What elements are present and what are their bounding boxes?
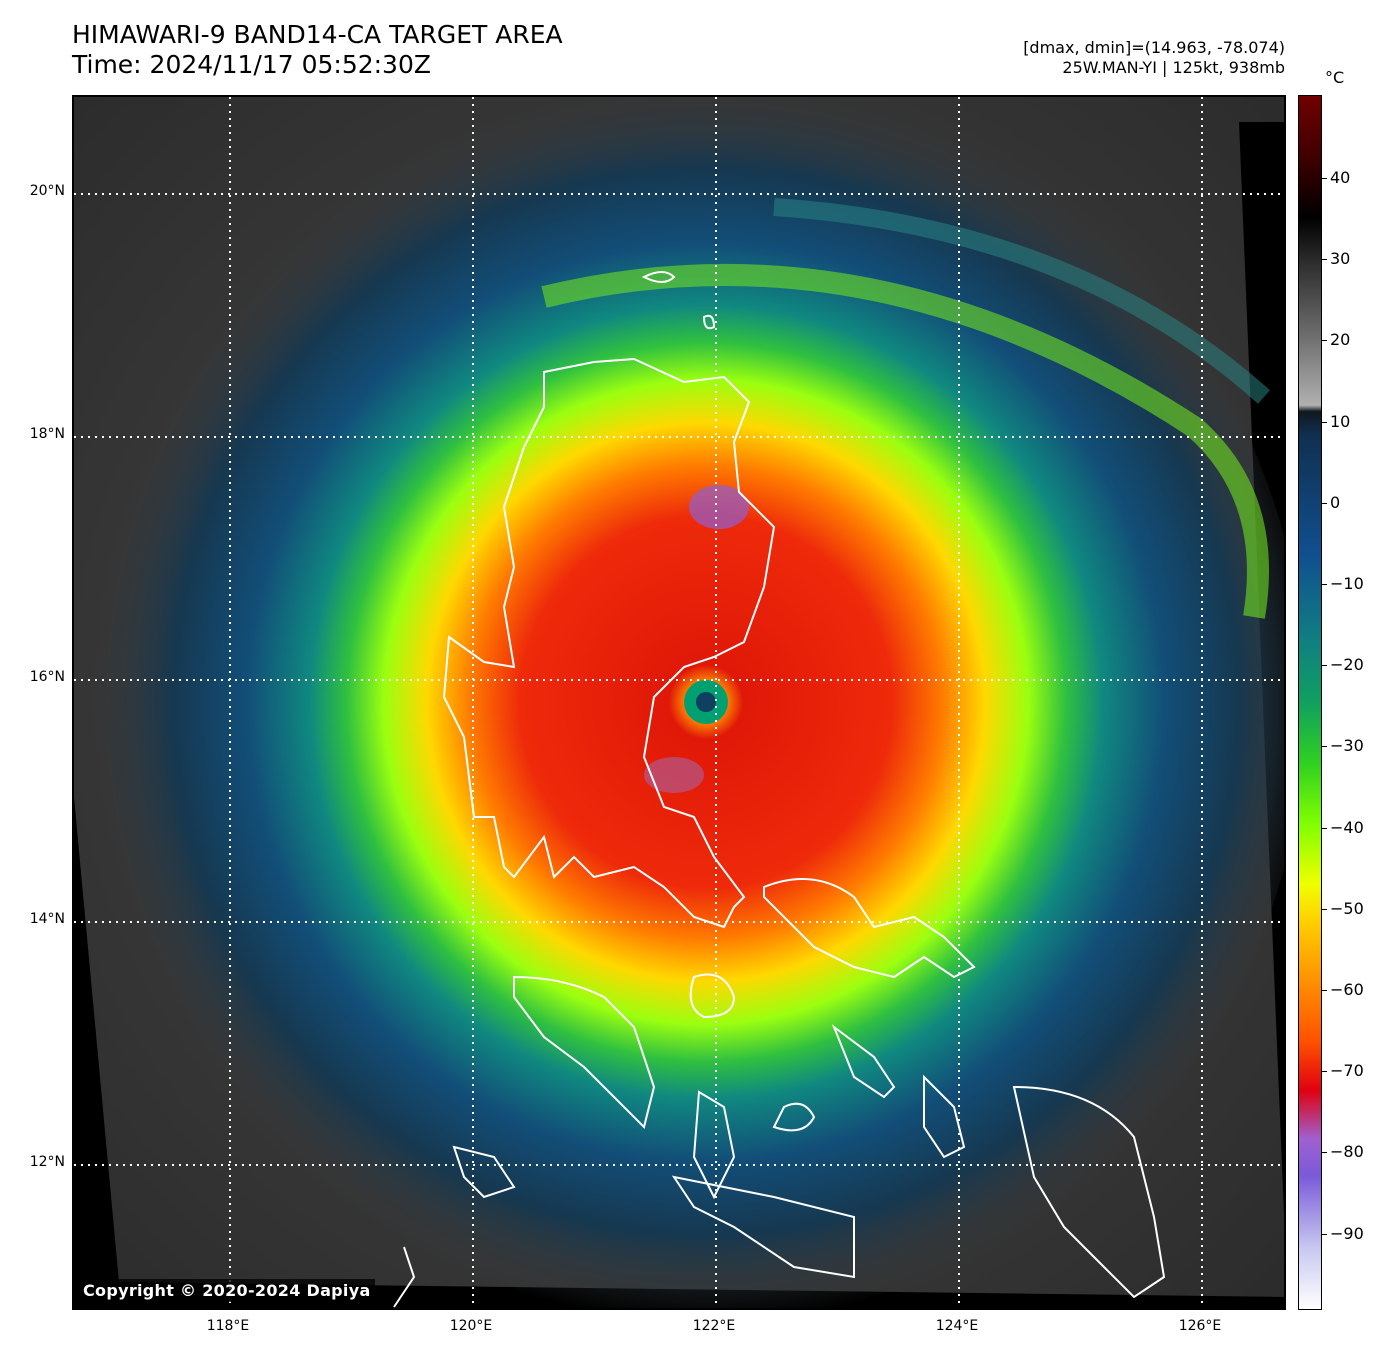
colorbar-tick-mark [1322, 259, 1327, 261]
colorbar-tick-label: 30 [1330, 249, 1351, 269]
coastline [393, 271, 1166, 1308]
colorbar-tick-mark [1322, 502, 1327, 504]
lon-label-118e: 118°E [206, 1318, 250, 1334]
colorbar-tick-mark [1322, 584, 1327, 585]
lon-label-126e: 126°E [1178, 1318, 1222, 1334]
lat-label-12n: 12°N [29, 1154, 65, 1170]
meta-line-1: [dmax, dmin]=(14.963, -78.074) [1023, 38, 1285, 57]
copyright-notice: Copyright © 2020-2024 Dapiya [79, 1279, 375, 1302]
colorbar-tick-mark [1322, 421, 1327, 423]
storm-meta: [dmax, dmin]=(14.963, -78.074) 25W.MAN-Y… [1023, 38, 1285, 78]
colorbar-tick-label: −80 [1330, 1142, 1364, 1162]
colorbar-tick-label: −50 [1330, 898, 1364, 918]
title-line-2: Time: 2024/11/17 05:52:30Z [72, 50, 431, 79]
colorbar-tick-label: 20 [1330, 330, 1351, 350]
title-line-1: HIMAWARI-9 BAND14-CA TARGET AREA [72, 20, 563, 49]
colorbar-tick-label: −20 [1330, 655, 1364, 675]
lon-label-122e: 122°E [692, 1318, 736, 1334]
colorbar-tick-mark [1322, 665, 1327, 667]
colorbar [1298, 95, 1322, 1310]
colorbar-tick-mark [1322, 178, 1327, 179]
meta-line-2: 25W.MAN-YI | 125kt, 938mb [1062, 58, 1285, 77]
colorbar-tick-mark [1322, 340, 1327, 342]
lon-label-120e: 120°E [449, 1318, 493, 1334]
colorbar-tick-mark [1322, 990, 1327, 991]
lon-label-124e: 124°E [935, 1318, 979, 1334]
colorbar-tick-label: −10 [1330, 574, 1364, 593]
colorbar-tick-mark [1322, 1233, 1327, 1235]
figure-title: HIMAWARI-9 BAND14-CA TARGET AREA Time: 2… [72, 20, 563, 80]
infrared-imagery [74, 97, 1284, 1308]
colorbar-unit: °C [1325, 68, 1345, 87]
colorbar-tick-mark [1322, 827, 1327, 829]
colorbar-tick-label: −90 [1330, 1223, 1364, 1243]
satellite-image: Copyright © 2020-2024 Dapiya [72, 95, 1286, 1310]
colorbar-tick-mark [1322, 1152, 1327, 1154]
colorbar-tick-mark [1322, 1071, 1327, 1073]
colorbar-tick-mark [1322, 746, 1327, 748]
colorbar-tick-label: 40 [1330, 168, 1351, 187]
colorbar-tick-label: −40 [1330, 817, 1364, 837]
colorbar-tick-label: 10 [1330, 411, 1351, 431]
colorbar-tick-label: 0 [1330, 492, 1341, 512]
colorbar-tick-label: −30 [1330, 736, 1364, 756]
colorbar-tick-label: −70 [1330, 1061, 1364, 1081]
lat-label-16n: 16°N [29, 669, 65, 685]
colorbar-tick-label: −60 [1330, 980, 1364, 999]
colorbar-tick-mark [1322, 908, 1327, 910]
lat-label-14n: 14°N [29, 911, 65, 927]
lat-label-18n: 18°N [29, 426, 65, 442]
lat-label-20n: 20°N [29, 183, 65, 199]
